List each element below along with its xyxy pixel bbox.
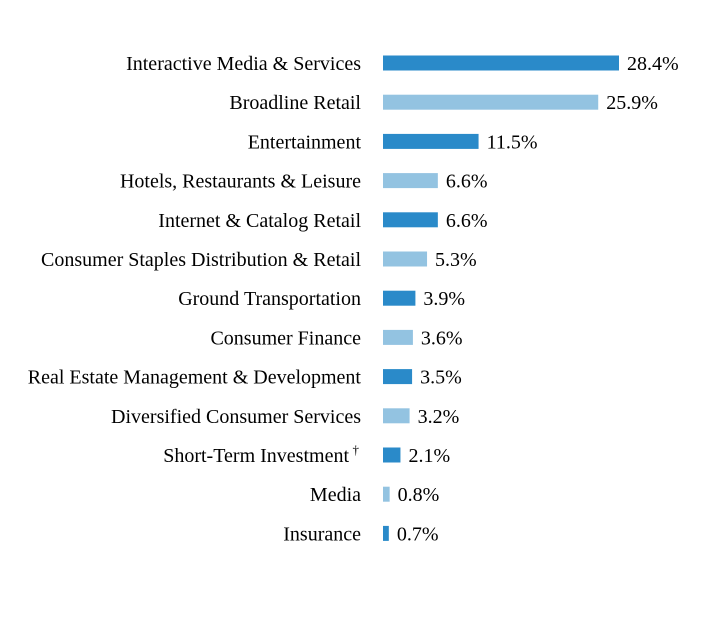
bar-internet-and-catalog-retail [383,212,438,228]
bar-broadline-retail [383,94,599,110]
bar-media [383,486,390,502]
category-label-diversified-consumer-services: Diversified Consumer Services [111,406,361,428]
category-label-entertainment: Entertainment [248,131,362,153]
value-label-entertainment: 11.5% [487,131,538,153]
value-label-hotels-restaurants-and-leisure: 6.6% [446,171,488,193]
bar-real-estate-management-and-development [383,369,413,385]
bars [383,55,619,541]
category-labels: Interactive Media & Services Broadline Re… [28,53,362,545]
value-label-short-term-investment: 2.1% [408,445,450,467]
category-label-consumer-finance: Consumer Finance [210,327,361,349]
footnote-marker: † [353,442,360,457]
category-label-short-term-investment: Short-Term Investment [163,445,349,467]
value-label-real-estate-management-and-development: 3.5% [420,367,462,389]
bar-diversified-consumer-services [383,408,410,424]
category-label-consumer-staples-distribution-and-retail: Consumer Staples Distribution & Retail [41,249,361,271]
category-label-interactive-media-and-services: Interactive Media & Services [126,53,361,75]
value-label-media: 0.8% [398,484,440,506]
bar-hotels-restaurants-and-leisure [383,173,438,189]
bar-entertainment [383,133,479,149]
value-labels: 28.4% 25.9% 11.5% 6.6% 6.6% 5.3% 3.9% 3.6% 3.5% 3… [397,53,679,545]
bar-consumer-staples-distribution-and-retail [383,251,428,267]
category-label-real-estate-management-and-development: Real Estate Management & Development [28,367,362,389]
category-label-insurance: Insurance [283,523,361,545]
bar-insurance [383,525,389,541]
bar-interactive-media-and-services [383,55,619,71]
category-label-internet-and-catalog-retail: Internet & Catalog Retail [158,210,361,232]
category-label-media: Media [310,484,361,506]
value-label-interactive-media-and-services: 28.4% [627,53,679,75]
bar-short-term-investment [383,447,401,463]
bar-consumer-finance [383,329,413,345]
value-label-insurance: 0.7% [397,523,439,545]
value-label-internet-and-catalog-retail: 6.6% [446,210,488,232]
category-label-ground-transportation: Ground Transportation [178,288,361,310]
value-label-ground-transportation: 3.9% [423,288,465,310]
category-label-broadline-retail: Broadline Retail [229,92,361,114]
bar-ground-transportation [383,290,416,306]
value-label-diversified-consumer-services: 3.2% [418,406,460,428]
category-label-hotels-restaurants-and-leisure: Hotels, Restaurants & Leisure [120,171,361,193]
value-label-consumer-finance: 3.6% [421,327,463,349]
value-label-consumer-staples-distribution-and-retail: 5.3% [435,249,477,271]
value-label-broadline-retail: 25.9% [606,92,658,114]
